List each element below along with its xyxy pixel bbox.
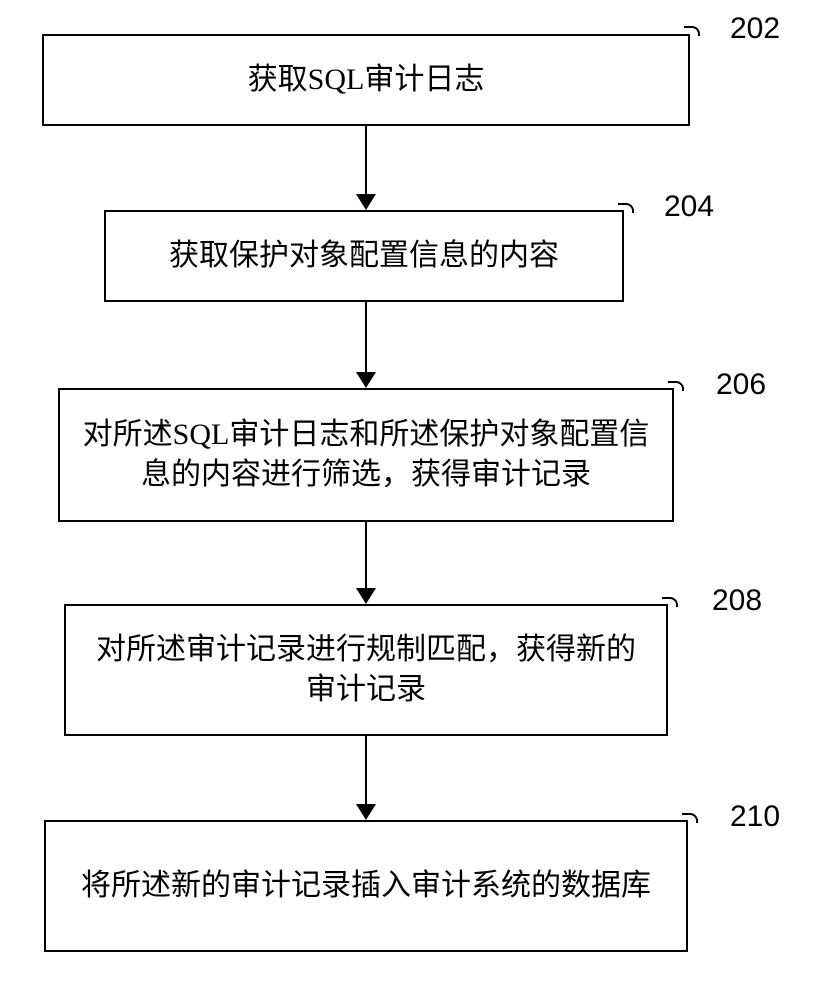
arrow-head-icon [356, 804, 376, 820]
arrow-stem [365, 736, 367, 804]
flow-step-text: 对所述SQL审计日志和所述保护对象配置信息的内容进行筛选，获得审计记录 [76, 415, 656, 496]
flow-step-text: 获取SQL审计日志 [248, 60, 485, 101]
flow-arrow-1 [0, 126, 832, 210]
flow-arrow-3 [0, 522, 832, 604]
flow-step-4: 对所述审计记录进行规制匹配，获得新的审计记录 [64, 604, 668, 736]
arrow-stem [365, 522, 367, 588]
arrow-head-icon [356, 194, 376, 210]
flow-arrow-4 [0, 736, 832, 820]
arrow-head-icon [356, 588, 376, 604]
flow-step-3: 对所述SQL审计日志和所述保护对象配置信息的内容进行筛选，获得审计记录 [58, 388, 674, 522]
arrow-head-icon [356, 372, 376, 388]
flow-step-1: 获取SQL审计日志 [42, 34, 690, 126]
flow-step-text: 将所述新的审计记录插入审计系统的数据库 [81, 866, 651, 907]
flow-arrow-2 [0, 302, 832, 388]
flowchart-canvas: 获取SQL审计日志 获取保护对象配置信息的内容 对所述SQL审计日志和所述保护对… [0, 0, 832, 1000]
arrow-stem [365, 302, 367, 372]
flow-step-text: 获取保护对象配置信息的内容 [169, 236, 559, 277]
flow-step-5: 将所述新的审计记录插入审计系统的数据库 [44, 820, 688, 952]
flow-step-text: 对所述审计记录进行规制匹配，获得新的审计记录 [82, 630, 650, 711]
step-label-202: 202 [730, 12, 780, 46]
arrow-stem [365, 126, 367, 194]
flow-step-2: 获取保护对象配置信息的内容 [104, 210, 624, 302]
label-tick [684, 26, 700, 36]
